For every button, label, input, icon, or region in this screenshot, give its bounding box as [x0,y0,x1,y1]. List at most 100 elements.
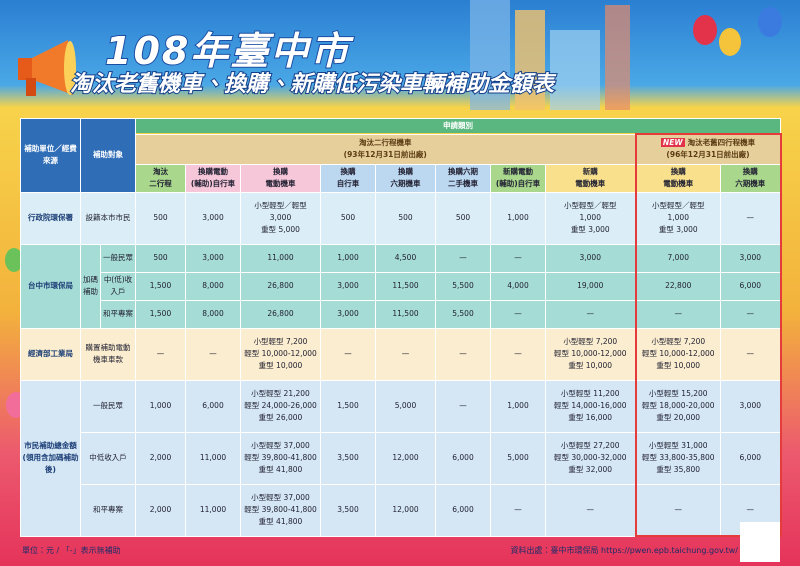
amount-cell: — [634,483,721,537]
column-header: 換購 六期機車 [719,163,782,193]
target-cell: 中(低)收入戶 [100,271,136,301]
amount-cell: 7,000 [634,243,721,273]
cell-line: 小型輕型／輕型 [254,201,307,210]
amount-cell: 3,000 [719,243,782,273]
amount-cell: 3,000 [320,299,376,329]
amount-cell: 5,500 [435,299,491,329]
subsidy-table: 補助單位／經費來源 補助對象 申請類別 淘汰二行程機車 (93年12月31日前出廠) NE… [20,118,782,537]
cell-line: 小型輕型／輕型 [652,201,705,210]
cell-line: 換購 [742,167,758,176]
target-cell: 一般民眾 [80,379,136,433]
amount-cell: — [375,327,436,381]
cell-line: 換購電動 [198,167,228,176]
amount-cell: 5,500 [435,271,491,301]
amount-cell: 小型輕型 27,200 輕型 30,000-32,000 重型 32,000 [545,431,636,485]
cell-line: 換購 [340,167,356,176]
column-header: 換購 電動機車 [240,163,321,193]
source-note: 資料出處：臺中市環保局 https://pwen.epb.taichung.go… [510,546,739,555]
amount-cell: 12,000 [375,431,436,485]
cell-line: 輕型 10,000-12,000 [244,349,317,358]
cell-line: 重型 3,000 [658,225,698,234]
amount-cell: 11,000 [185,431,241,485]
cell-line: 重型 32,000 [568,465,613,474]
group-label: 淘汰老舊四行程機車 [687,138,756,148]
agency-note: (領用含加碼補助後) [22,453,79,474]
body-row: 行政院環保署 設籍本市市民 500 3,000 小型輕型／輕型 3,000 重型 5,000… [20,191,782,245]
column-header: 新購 電動機車 [545,163,636,193]
amount-cell: — [135,327,186,381]
amount-cell: 3,000 [320,271,376,301]
group-label: 淘汰二行程機車 [359,138,412,147]
column-header: 淘汰 二行程 [135,163,186,193]
cell-line: 重型 5,000 [261,225,300,234]
amount-cell: — [490,483,546,537]
amount-cell: 1,000 [490,191,546,245]
amount-cell: — [634,299,721,329]
amount-cell: — [185,327,241,381]
cell-line: 輕型 39,800-41,800 [244,453,317,462]
body-row: 經濟部工業局 購置補助電動機車車款 — — 小型輕型 7,200 輕型 10,000-12… [20,327,782,381]
cell-line: 六期機車 [390,179,421,188]
cell-line: 電動機車 [265,179,296,188]
column-header: 換購 自行車 [320,163,376,193]
cell-line: 小型輕型 7,200 [563,337,618,346]
amount-cell: 3,000 [719,379,782,433]
cell-line: 二行程 [149,179,172,188]
group-title: 淘汰二行程機車 [137,137,634,149]
amount-cell: 26,800 [240,299,321,329]
cell-line: 小型輕型 31,000 [648,441,708,450]
cell-line: 電動機車 [663,179,694,188]
subgroup-cell: 加碼補助 [80,243,101,329]
amount-cell: 小型輕型 21,200 輕型 24,000-26,000 重型 26,000 [240,379,321,433]
cell-line: 輕型 33,800-35,800 [641,453,715,462]
body-row: 市民補助總金額 (領用含加碼補助後) 一般民眾 1,000 6,000 小型輕型 21,2… [20,379,782,537]
amount-cell: — [490,299,546,329]
amount-cell: 500 [435,191,491,245]
agency-cell: 市民補助總金額 (領用含加碼補助後) [20,379,81,537]
amount-cell: 1,000 [490,379,546,433]
amount-cell: 6,000 [719,271,782,301]
amount-cell: 2,000 [135,483,186,537]
cell-line: 輕型 10,000-12,000 [553,349,627,358]
amount-cell: 11,500 [375,271,436,301]
amount-cell: 小型輕型／輕型 1,000 重型 3,000 [545,191,636,245]
agency: 市民補助總金額 [24,441,77,450]
cell-line: 輕型 30,000-32,000 [553,453,627,462]
column-header: 換購六期 二手機車 [435,163,491,193]
amount-cell: — [719,299,782,329]
corner-cell: 補助單位／經費來源 [20,118,81,193]
unit-note: 單位：元 / 「-」表示無補助 [22,546,121,555]
cell-line: 小型輕型 37,000 [251,493,310,502]
target-cell: 購置補助電動機車車款 [80,327,136,381]
cell-line: 重型 10,000 [568,361,613,370]
cell-line: 輕型 14,000-16,000 [553,401,627,410]
cell-line: 電動機車 [575,179,606,188]
agency: 經濟部工業局 [28,349,73,358]
cell-line: 小型輕型 37,000 [251,441,310,450]
amount-cell: 3,500 [320,483,376,537]
amount-cell: 11,500 [375,299,436,329]
amount-cell: 小型輕型 7,200 輕型 10,000-12,000 重型 10,000 [545,327,636,381]
cell-line: 小型輕型／輕型 [564,201,617,210]
amount-cell: — [719,327,782,381]
amount-cell: 11,000 [240,243,321,273]
amount-cell: 小型輕型／輕型 1,000 重型 3,000 [634,191,721,245]
agency-cell: 經濟部工業局 [20,327,81,381]
header-row: 補助單位／經費來源 補助對象 申請類別 [20,118,782,193]
cell-line: 1,000 [667,213,689,222]
amount-cell: — [435,379,491,433]
cell-line: 換購 [273,167,288,176]
category-header: 申請類別 [134,118,782,135]
amount-cell: 5,000 [375,379,436,433]
cell-line: 新購電動 [503,167,533,176]
cell-line: 小型輕型 21,200 [251,389,310,398]
new-badge: NEW [660,138,685,148]
body-row: 中(低)收入戶 1,500 8,000 26,800 3,000 11,500 5,500 4… [21,271,782,301]
corner-cell: 補助對象 [80,118,136,193]
cell-line: 小型輕型 11,200 [560,389,620,398]
cell-line: 重型 41,800 [258,465,303,474]
target-cell: 中低收入戶 [80,431,136,485]
amount-cell: 小型輕型／輕型 3,000 重型 5,000 [240,191,321,245]
column-header: 換購電動 (輔助)自行車 [185,163,241,193]
amount-cell: 小型輕型 11,200 輕型 14,000-16,000 重型 16,000 [545,379,636,433]
